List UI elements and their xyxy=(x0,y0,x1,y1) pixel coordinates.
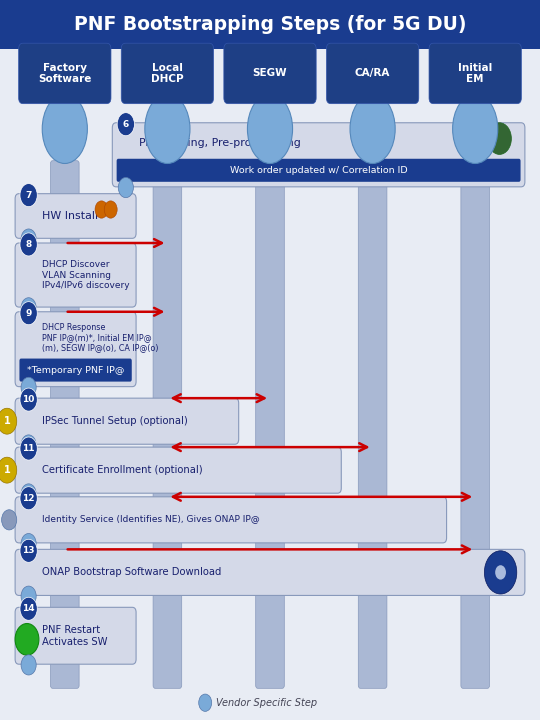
Circle shape xyxy=(21,484,36,504)
Circle shape xyxy=(20,597,37,620)
FancyBboxPatch shape xyxy=(112,122,525,186)
Text: IPSec Tunnel Setup (optional): IPSec Tunnel Setup (optional) xyxy=(42,416,187,426)
Text: ONAP Bootstrap Software Download: ONAP Bootstrap Software Download xyxy=(42,567,221,577)
Text: Preplanning, Pre-provisioning: Preplanning, Pre-provisioning xyxy=(139,138,301,148)
Text: 6: 6 xyxy=(123,120,129,129)
Text: CA/RA: CA/RA xyxy=(355,68,390,78)
Circle shape xyxy=(20,184,37,207)
Text: 14: 14 xyxy=(22,604,35,613)
FancyBboxPatch shape xyxy=(18,43,111,104)
Ellipse shape xyxy=(453,94,498,163)
Circle shape xyxy=(21,435,36,455)
Circle shape xyxy=(0,408,17,434)
Circle shape xyxy=(20,487,37,510)
Text: 10: 10 xyxy=(23,395,35,404)
Text: *Temporary PNF IP@: *Temporary PNF IP@ xyxy=(27,366,124,374)
Circle shape xyxy=(118,177,133,197)
FancyBboxPatch shape xyxy=(256,161,285,688)
Text: Identity Service (Identifies NE), Gives ONAP IP@: Identity Service (Identifies NE), Gives … xyxy=(42,516,259,524)
FancyBboxPatch shape xyxy=(224,43,316,104)
Circle shape xyxy=(2,510,17,530)
FancyBboxPatch shape xyxy=(15,497,447,543)
FancyBboxPatch shape xyxy=(15,549,525,595)
Circle shape xyxy=(20,302,37,325)
Circle shape xyxy=(95,201,108,218)
FancyBboxPatch shape xyxy=(429,43,522,104)
Text: 12: 12 xyxy=(22,494,35,503)
Ellipse shape xyxy=(42,94,87,163)
Circle shape xyxy=(484,551,517,594)
Circle shape xyxy=(20,539,37,562)
FancyBboxPatch shape xyxy=(51,161,79,688)
FancyBboxPatch shape xyxy=(15,312,136,387)
Text: HW Install: HW Install xyxy=(42,211,98,221)
Text: 7: 7 xyxy=(25,191,32,199)
Circle shape xyxy=(21,534,36,554)
FancyBboxPatch shape xyxy=(15,194,136,238)
Text: PNF Restart
Activates SW: PNF Restart Activates SW xyxy=(42,625,107,647)
FancyBboxPatch shape xyxy=(15,398,239,444)
Text: PNF Bootstrapping Steps (for 5G DU): PNF Bootstrapping Steps (for 5G DU) xyxy=(74,15,466,34)
FancyBboxPatch shape xyxy=(117,158,521,181)
Circle shape xyxy=(488,122,511,155)
Text: DHCP Discover
VLAN Scanning
IPv4/IPv6 discovery: DHCP Discover VLAN Scanning IPv4/IPv6 di… xyxy=(42,260,129,290)
Text: 1: 1 xyxy=(4,465,10,475)
Text: DHCP Response
PNF IP@(m)*, Initial EM IP@
(m), SEGW IP@(o), CA IP@(o): DHCP Response PNF IP@(m)*, Initial EM IP… xyxy=(42,323,158,353)
FancyBboxPatch shape xyxy=(15,607,136,664)
FancyBboxPatch shape xyxy=(121,43,214,104)
Circle shape xyxy=(21,377,36,397)
Circle shape xyxy=(21,655,36,675)
Circle shape xyxy=(20,388,37,411)
Text: Work order updated w/ Correlation ID: Work order updated w/ Correlation ID xyxy=(230,166,407,175)
Text: Local
DHCP: Local DHCP xyxy=(151,63,184,84)
Circle shape xyxy=(15,624,39,655)
Circle shape xyxy=(117,113,134,135)
Text: Initial
EM: Initial EM xyxy=(458,63,492,84)
Circle shape xyxy=(21,298,36,318)
Text: 8: 8 xyxy=(25,240,32,249)
Text: Factory
Software: Factory Software xyxy=(38,63,91,84)
Text: Vendor Specific Step: Vendor Specific Step xyxy=(216,698,317,708)
Text: SEGW: SEGW xyxy=(253,68,287,78)
FancyBboxPatch shape xyxy=(326,43,418,104)
Circle shape xyxy=(21,229,36,249)
Text: 1: 1 xyxy=(4,416,10,426)
Ellipse shape xyxy=(145,94,190,163)
FancyBboxPatch shape xyxy=(359,161,387,688)
FancyBboxPatch shape xyxy=(461,161,490,688)
Ellipse shape xyxy=(350,94,395,163)
Circle shape xyxy=(20,437,37,460)
Circle shape xyxy=(21,586,36,606)
Text: Certificate Enrollment (optional): Certificate Enrollment (optional) xyxy=(42,465,202,475)
FancyBboxPatch shape xyxy=(153,161,181,688)
Circle shape xyxy=(0,457,17,483)
Circle shape xyxy=(199,694,212,711)
Ellipse shape xyxy=(247,94,293,163)
Text: 13: 13 xyxy=(22,546,35,555)
Text: 9: 9 xyxy=(25,309,32,318)
Circle shape xyxy=(20,233,37,256)
Circle shape xyxy=(495,565,506,580)
FancyBboxPatch shape xyxy=(15,447,341,493)
FancyBboxPatch shape xyxy=(15,243,136,307)
Text: 11: 11 xyxy=(22,444,35,453)
Circle shape xyxy=(104,201,117,218)
FancyBboxPatch shape xyxy=(19,359,132,382)
FancyBboxPatch shape xyxy=(0,0,540,49)
